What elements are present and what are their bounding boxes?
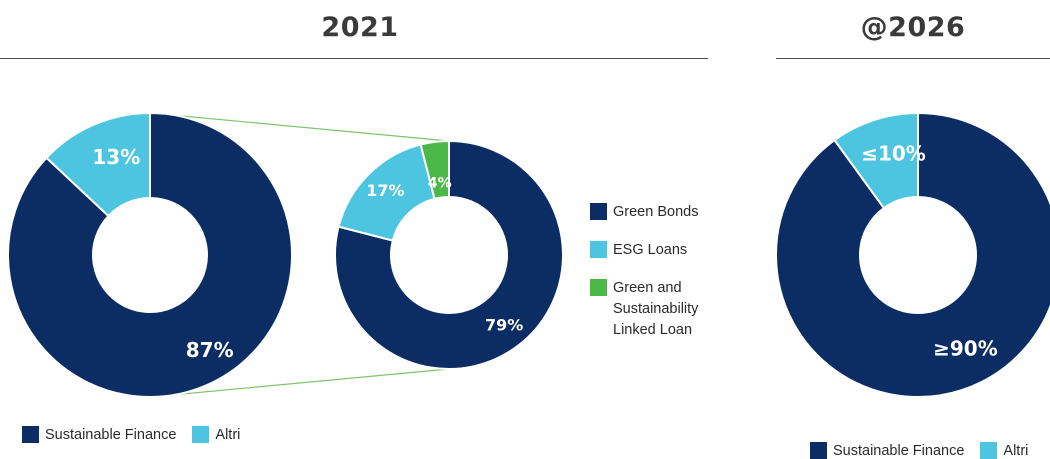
title-divider-right <box>776 58 1050 59</box>
title-divider-left <box>0 58 708 59</box>
legend-entry-sustainable-finance: Sustainable Finance <box>22 426 176 443</box>
connector-line-top <box>149 112 450 142</box>
slice-sustainable-finance <box>7 111 293 398</box>
slice-altri <box>833 111 919 210</box>
legend-middle: Green Bonds ESG Loans Green and Sustaina… <box>590 202 723 358</box>
legend-swatch <box>810 442 827 459</box>
slice-label-green-bonds: 79% <box>485 316 523 335</box>
slice-label-altri: ≤10% <box>861 142 926 166</box>
section-title-2026: @2026 <box>860 12 966 43</box>
legend-label: Green Bonds <box>613 204 699 220</box>
slice-green-bonds <box>334 139 564 370</box>
legend-entry-green-sustainability-linked-loan: Green and Sustainability Linked Loan <box>590 278 723 341</box>
legend-label: ESG Loans <box>613 242 688 258</box>
legend-label: Sustainable Finance <box>45 426 177 443</box>
slice-label-esg-loans: 17% <box>366 181 404 200</box>
legend-left: Sustainable Finance Altri <box>22 426 256 443</box>
donut-chart-1: 79% 17% 4% <box>334 139 564 370</box>
legend-entry-esg-loans: ESG Loans <box>590 240 723 261</box>
donut-chart-0: 87% 13% <box>7 111 293 398</box>
legend-swatch <box>192 426 210 443</box>
legend-label: Green and Sustainability Linked Loan <box>613 280 699 338</box>
slice-label-sustainable-finance: ≥90% <box>933 336 998 360</box>
legend-entry-green-bonds: Green Bonds <box>590 202 723 223</box>
legend-swatch <box>22 426 39 443</box>
slice-altri <box>45 111 151 218</box>
slice-sustainable-finance <box>775 111 1050 398</box>
slice-label-altri: 13% <box>92 145 140 169</box>
legend-swatch <box>590 203 607 220</box>
legend-label: Sustainable Finance <box>833 442 965 459</box>
slice-label-sustainable-finance: 87% <box>186 338 234 362</box>
legend-swatch <box>980 442 998 459</box>
donut-chart-2: ≥90% ≤10% <box>775 111 1050 398</box>
legend-swatch <box>590 279 607 296</box>
slice-green-and-sustainability-linked-loan <box>419 139 450 201</box>
legend-entry-sustainable-finance: Sustainable Finance <box>810 442 964 459</box>
section-title-2021: 2021 <box>321 12 399 43</box>
legend-label: Altri <box>1003 442 1029 459</box>
slice-label-green-and-sustainability-linked-loan: 4% <box>428 176 452 192</box>
legend-entry-altri: Altri <box>980 442 1028 459</box>
legend-entry-altri: Altri <box>192 426 240 443</box>
legend-label: Altri <box>215 426 241 443</box>
legend-right: Sustainable Finance Altri <box>810 442 1044 459</box>
connector-line-bottom <box>149 368 450 398</box>
legend-swatch <box>590 241 607 258</box>
